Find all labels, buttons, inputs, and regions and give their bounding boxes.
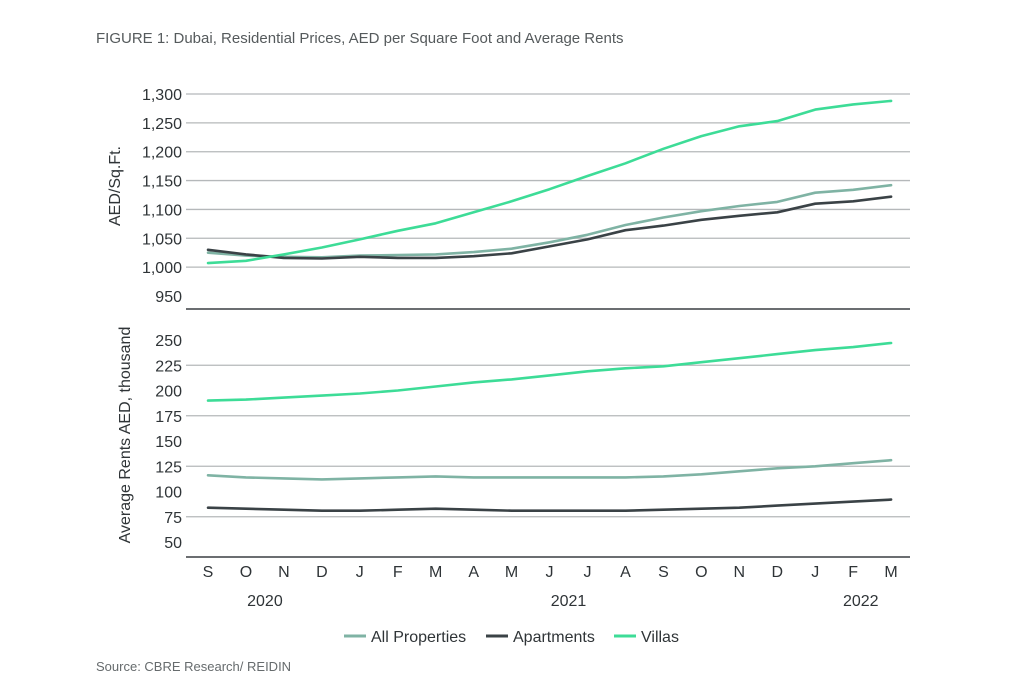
prices-y-tick-label: 1,250 [142, 116, 182, 133]
x-tick-label: O [695, 564, 707, 581]
x-tick-label: J [811, 564, 819, 581]
x-year-label: 2022 [843, 593, 879, 610]
rents-y-tick-label: 175 [155, 409, 182, 426]
rents-series-apartments [206, 498, 893, 513]
x-tick-label: A [468, 564, 479, 581]
source-note: Source: CBRE Research/ REIDIN [96, 659, 292, 674]
legend: All Properties Apartments Villas [344, 629, 679, 646]
x-tick-label: A [620, 564, 631, 581]
rents-y-tick-label: 150 [155, 434, 182, 451]
x-tick-label: J [356, 564, 364, 581]
prices-y-tick-label: 1,000 [142, 260, 182, 277]
x-tick-label: M [505, 564, 518, 581]
x-tick-label: F [848, 564, 858, 581]
prices-panel: 950 1,000 1,050 1,100 1,150 1,200 1,250 1,300 AE… [107, 87, 910, 310]
legend-label-villas: Villas [641, 629, 679, 646]
x-year-label: 2020 [247, 593, 283, 610]
x-tick-label: D [771, 564, 783, 581]
rents-panel: 50 75 100 125 150 175 200 225 250 Average Rents A… [117, 327, 910, 558]
rents-y-tick-label: 225 [155, 358, 182, 375]
prices-y-axis-title: AED/Sq.Ft. [107, 146, 124, 226]
x-tick-label: S [658, 564, 669, 581]
legend-label-all-properties: All Properties [371, 629, 466, 646]
prices-y-tick-label: 1,100 [142, 202, 182, 219]
x-tick-label: N [278, 564, 290, 581]
x-tick-label: J [584, 564, 592, 581]
x-tick-label: M [884, 564, 897, 581]
rents-y-tick-label: 75 [164, 510, 182, 527]
rents-series-all-properties [206, 458, 893, 481]
prices-y-tick-label: 1,150 [142, 174, 182, 191]
x-tick-label: D [316, 564, 328, 581]
rents-y-tick-label: 50 [164, 535, 182, 552]
x-tick-label: O [240, 564, 252, 581]
x-year-label: 2021 [551, 593, 587, 610]
prices-series-villas [206, 99, 893, 265]
rents-y-tick-label: 250 [155, 333, 182, 350]
prices-series-apartments [206, 195, 893, 260]
prices-y-tick-label: 1,300 [142, 87, 182, 104]
rents-y-tick-label: 100 [155, 485, 182, 502]
rents-y-axis-title: Average Rents AED, thousand [117, 327, 134, 544]
prices-y-tick-label: 950 [155, 289, 182, 306]
legend-label-apartments: Apartments [513, 629, 595, 646]
x-tick-label: J [546, 564, 554, 581]
rents-y-tick-label: 200 [155, 384, 182, 401]
x-axis: S O N D J F M A M J J A S O N D J F M 2020 2021 2022 [203, 564, 898, 610]
x-tick-label: S [203, 564, 214, 581]
x-tick-label: F [393, 564, 403, 581]
rents-y-tick-label: 125 [155, 459, 182, 476]
prices-y-tick-label: 1,050 [142, 231, 182, 248]
x-tick-label: N [734, 564, 746, 581]
rents-series-villas [206, 341, 893, 402]
prices-y-tick-label: 1,200 [142, 145, 182, 162]
x-tick-label: M [429, 564, 442, 581]
figure-title: FIGURE 1: Dubai, Residential Prices, AED… [96, 30, 624, 47]
